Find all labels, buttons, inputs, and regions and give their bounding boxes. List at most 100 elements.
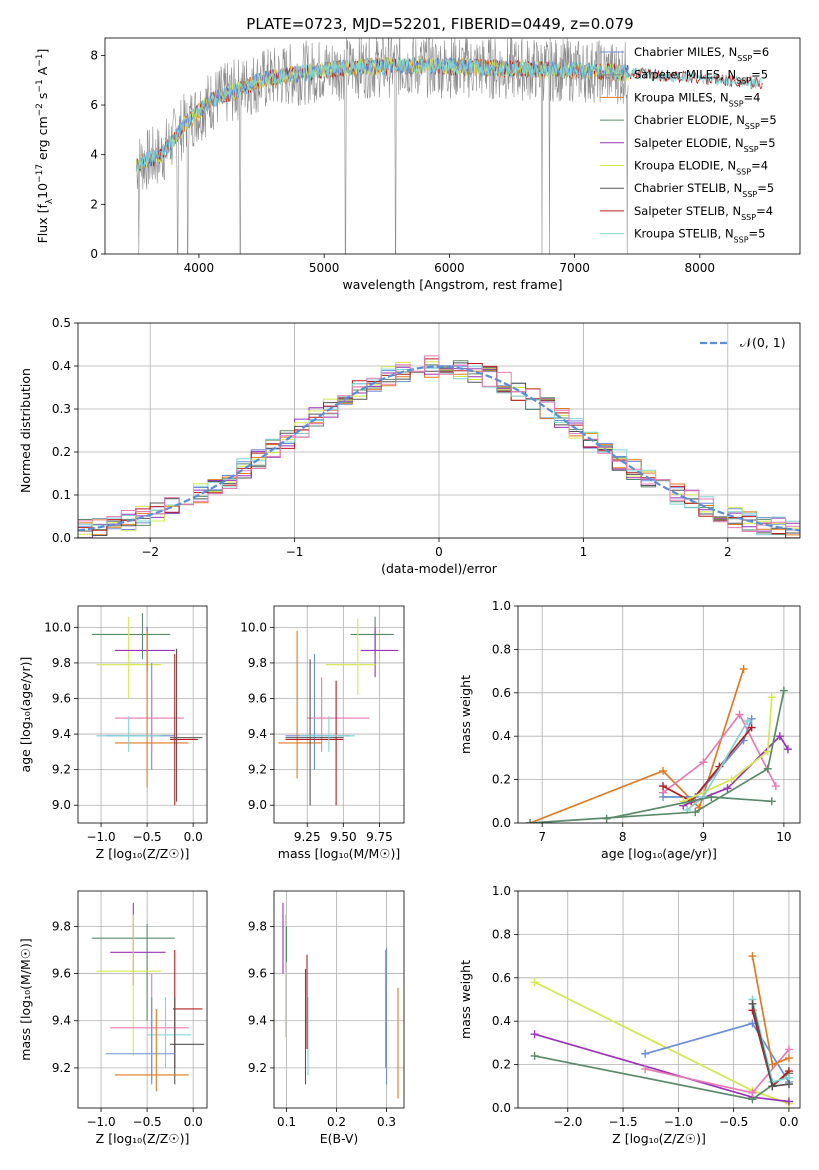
y-tick-label: 1.0 (492, 599, 511, 613)
y-axis-label: mass [log₁₀(M/M☉)] (18, 938, 33, 1060)
y-tick-label: 0.1 (52, 488, 71, 502)
errorbar-point (278, 630, 322, 779)
y-tick-label: 9.2 (248, 1061, 267, 1075)
residuals-panel: −2 −1 0 1 2 0.0 0.1 0.2 0.3 0.4 0.5 (data-model)/er… (18, 316, 801, 576)
weight-marker (727, 775, 736, 784)
x-tick-label: 0.0 (779, 1115, 798, 1129)
y-axis-label: mass weight (458, 675, 473, 754)
y-tick-label: 9.4 (248, 1014, 267, 1028)
weight-marker (699, 758, 708, 767)
y-tick-label: 0.8 (492, 642, 511, 656)
x-tick-label: −0.5 (133, 1115, 162, 1129)
y-tick-label: 0.2 (52, 445, 71, 459)
weight-marker (679, 797, 688, 806)
weight-marker (767, 693, 776, 702)
x-tick-label: 9.75 (366, 830, 393, 844)
residual-legend: 𝒩(0, 1) (700, 335, 786, 350)
weight-marker (641, 1064, 650, 1073)
mass-vs-Z-plot-area (91, 902, 205, 1092)
y-tick-label: 0.4 (492, 1014, 511, 1028)
errorbar-point (105, 662, 175, 770)
y-tick-label: 9.0 (52, 798, 71, 812)
weight-series-line (534, 981, 790, 1105)
y-axis-label: Flux [fλ10−17 erg cm−2 s−1 A−1] (35, 49, 55, 244)
weight-marker (602, 814, 611, 823)
x-tick-label: 2 (724, 545, 732, 559)
x-tick-label: −1 (286, 545, 304, 559)
errorbar-point (147, 997, 192, 1068)
weight-marker (641, 1049, 650, 1058)
residuals-grid (78, 322, 800, 539)
y-tick-label: 8 (90, 48, 98, 62)
errorbar-point (110, 902, 166, 986)
age-vs-mass-axes: 9.25 9.50 9.75 9.0 9.2 9.4 9.6 9.8 10.0 mass [log… (240, 605, 405, 861)
y-tick-label: 10.0 (44, 620, 71, 634)
weight-marker (743, 717, 752, 726)
weight-vs-age-panel: 7 8 9 10 0.0 0.2 0.4 0.6 0.8 1.0 age [log₁₀(age/yr… (458, 599, 801, 861)
y-tick-label: 4 (90, 148, 98, 162)
x-tick-label: −2 (141, 545, 159, 559)
y-tick-label: 0 (90, 247, 98, 261)
y-tick-label: 0.6 (492, 686, 511, 700)
x-tick-label: 6000 (434, 261, 465, 275)
legend-entry: Chabrier MILES, NSSP=6 (634, 45, 769, 63)
errorbar-point (96, 616, 161, 699)
y-tick-label: 9.6 (52, 691, 71, 705)
weight-marker (763, 764, 772, 773)
normal-curve (78, 365, 800, 532)
age-vs-Z-axes: −1.0 −0.5 0.0 9.0 9.2 9.4 9.6 9.8 10.0 Z [log₁₀(Z… (18, 605, 208, 861)
weight-marker (659, 782, 668, 791)
residuals-plot-area (78, 355, 800, 538)
y-tick-label: 0.8 (492, 927, 511, 941)
histogram-step (78, 355, 800, 532)
age-vs-mass-grid (274, 606, 404, 823)
weight-marker (747, 723, 756, 732)
weight-marker (530, 978, 539, 987)
x-tick-label: 8000 (685, 261, 716, 275)
weight-vs-age-plot-area (526, 664, 792, 823)
weight-marker (747, 714, 756, 723)
weight-marker (707, 792, 716, 801)
errorbar-point (172, 949, 203, 1068)
mass-vs-ebv-axes: 0.1 0.2 0.3 9.2 9.4 9.6 9.8 E(B-V) (248, 890, 405, 1146)
y-tick-label: 9.4 (52, 727, 71, 741)
legend-entry: Salpeter STELIB, NSSP=4 (634, 204, 773, 222)
errorbar-point (300, 716, 355, 752)
x-axis-label: age [log₁₀(age/yr)] (601, 846, 717, 861)
spectrum-plot-area (135, 38, 763, 254)
x-tick-label: 9.50 (330, 830, 357, 844)
weight-marker (784, 1045, 793, 1054)
x-axis-label: (data-model)/error (381, 561, 498, 576)
x-axis-label: wavelength [Angstrom, rest frame] (342, 277, 562, 292)
y-tick-label: 1.0 (492, 884, 511, 898)
legend-entry: Chabrier ELODIE, NSSP=5 (634, 113, 777, 131)
errorbar-point (170, 648, 203, 802)
x-tick-label: −2.0 (553, 1115, 582, 1129)
y-tick-label: 0.0 (52, 531, 71, 545)
weight-marker (771, 782, 780, 791)
y-tick-label: 9.4 (248, 727, 267, 741)
x-tick-label: 0.2 (327, 1115, 346, 1129)
x-tick-label: 0.0 (184, 1115, 203, 1129)
y-axis-label: mass weight (458, 960, 473, 1039)
axes-frame (77, 890, 208, 1109)
x-axis-label: Z [log₁₀(Z/Z☉)] (96, 1131, 190, 1146)
legend-entry: Kroupa STELIB, NSSP=5 (634, 227, 765, 245)
y-tick-label: 9.2 (52, 763, 71, 777)
y-tick-label: 0.0 (492, 1101, 511, 1115)
y-tick-label: 9.0 (248, 798, 267, 812)
mass-vs-ebv-panel: 0.1 0.2 0.3 9.2 9.4 9.6 9.8 E(B-V) (248, 890, 405, 1146)
weight-series-line (751, 999, 790, 1084)
weight-marker (699, 792, 708, 801)
y-axis-label: Normed distribution (18, 368, 33, 493)
weight-marker (691, 808, 700, 817)
observed-spectrum (136, 38, 629, 254)
y-tick-label: 9.4 (52, 1014, 71, 1028)
errorbar-point (110, 973, 189, 1080)
legend-entry: Kroupa ELODIE, NSSP=4 (634, 159, 768, 177)
errorbar-point (96, 914, 161, 1057)
x-tick-label: 0.0 (184, 830, 203, 844)
x-tick-label: 0 (435, 545, 443, 559)
weight-marker (739, 664, 748, 673)
errorbar-point (91, 613, 171, 660)
